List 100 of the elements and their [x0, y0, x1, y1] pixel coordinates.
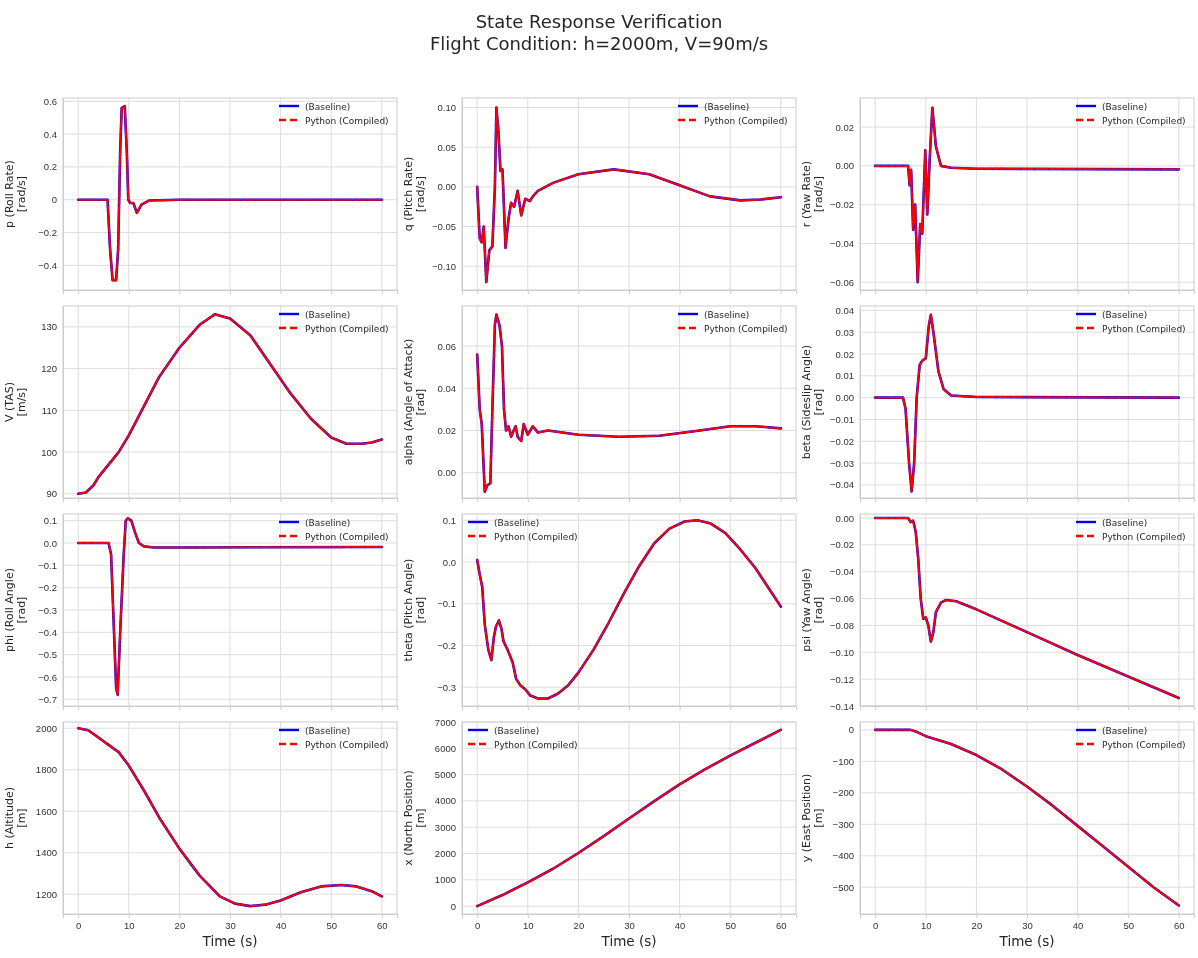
y-tick-label: 0: [450, 900, 456, 912]
y-axis-title: psi (Yaw Angle) [rad]: [800, 568, 825, 652]
chart-subtitle: Flight Condition: h=2000m, V=90m/s: [429, 33, 769, 54]
y-tick-label: −0.7: [38, 693, 57, 705]
y-tick-label: 1000: [434, 874, 456, 886]
legend-label: (Baseline): [1102, 101, 1148, 112]
legend-label: (Baseline): [704, 101, 750, 112]
y-tick-label: −0.04: [829, 479, 854, 491]
x-tick-label: 20: [573, 919, 585, 931]
legend-label: (Baseline): [494, 517, 540, 528]
y-tick-label: 0.6: [43, 95, 57, 107]
y-tick-label: 0.00: [437, 181, 456, 193]
y-tick-label: −0.02: [829, 539, 854, 551]
y-tick-label: 1400: [35, 847, 57, 859]
legend-label: Python (Compiled): [1102, 115, 1186, 126]
x-tick-label: 60: [1174, 919, 1185, 931]
x-tick-label: 40: [275, 919, 287, 931]
x-tick-label: 60: [776, 919, 787, 931]
y-tick-label: 2000: [434, 848, 456, 860]
x-tick-label: 20: [174, 919, 186, 931]
y-tick-label: −200: [832, 787, 854, 799]
x-axis-title: Time (s): [998, 933, 1055, 949]
y-tick-label: 0.03: [835, 326, 854, 338]
y-tick-label: 0.01: [835, 370, 854, 382]
legend-label: Python (Compiled): [305, 531, 389, 542]
x-tick-label: 30: [1022, 919, 1033, 931]
legend-label: (Baseline): [1102, 309, 1148, 320]
y-tick-label: 4000: [434, 795, 456, 807]
y-tick-label: 0.02: [437, 425, 456, 437]
y-tick-label: 0.04: [835, 304, 854, 316]
legend-label: Python (Compiled): [1102, 531, 1186, 542]
y-tick-label: −0.2: [38, 227, 57, 239]
y-tick-label: −100: [832, 755, 854, 767]
y-tick-label: −0.1: [437, 598, 456, 610]
y-tick-label: 0.00: [835, 160, 854, 172]
y-tick-label: −0.06: [829, 276, 854, 288]
legend-label: Python (Compiled): [704, 323, 788, 334]
legend-label: (Baseline): [494, 725, 540, 736]
x-axis-title: Time (s): [600, 933, 657, 949]
y-tick-label: −0.14: [829, 700, 854, 712]
y-tick-label: 130: [41, 321, 57, 333]
y-tick-label: 120: [41, 363, 57, 375]
y-axis-title: p (Roll Rate) [rad/s]: [3, 160, 28, 228]
y-tick-label: 0.10: [437, 102, 456, 114]
legend-label: Python (Compiled): [704, 115, 788, 126]
y-tick-label: −0.04: [829, 566, 854, 578]
x-tick-label: 10: [523, 919, 534, 931]
y-tick-label: −0.03: [829, 457, 854, 469]
y-tick-label: 0.2: [43, 161, 57, 173]
x-tick-label: 60: [377, 919, 388, 931]
y-tick-label: 6000: [434, 742, 456, 754]
y-tick-label: 90: [46, 488, 57, 500]
x-tick-label: 30: [624, 919, 635, 931]
y-tick-label: 0.0: [442, 556, 456, 568]
y-tick-label: 5000: [434, 769, 456, 781]
x-tick-label: 50: [1123, 919, 1134, 931]
legend-label: (Baseline): [305, 309, 351, 320]
y-tick-label: −300: [832, 818, 854, 830]
x-tick-label: 0: [475, 919, 481, 931]
y-tick-label: 0.00: [437, 467, 456, 479]
y-tick-label: −0.4: [38, 259, 57, 271]
legend-label: Python (Compiled): [305, 323, 389, 334]
x-tick-label: 40: [674, 919, 686, 931]
y-axis-title: q (Pitch Rate) [rad/s]: [402, 156, 427, 232]
x-tick-label: 0: [76, 919, 82, 931]
y-tick-label: 0.02: [835, 348, 854, 360]
x-tick-label: 30: [225, 919, 236, 931]
y-tick-label: −0.6: [38, 671, 57, 683]
y-tick-label: 7000: [434, 716, 456, 728]
x-tick-label: 40: [1072, 919, 1084, 931]
legend-label: Python (Compiled): [494, 531, 578, 542]
y-tick-label: 3000: [434, 821, 456, 833]
legend-label: (Baseline): [305, 101, 351, 112]
y-tick-label: 0.00: [835, 512, 854, 524]
legend-label: Python (Compiled): [305, 115, 389, 126]
x-tick-label: 20: [971, 919, 983, 931]
y-tick-label: −0.3: [437, 681, 456, 693]
y-tick-label: −0.4: [38, 626, 57, 638]
y-tick-label: 0.02: [835, 121, 854, 133]
y-tick-label: −0.5: [38, 649, 57, 661]
y-tick-label: −500: [832, 881, 854, 893]
y-tick-label: −0.08: [829, 619, 854, 631]
y-tick-label: −0.04: [829, 237, 854, 249]
y-tick-label: 0.05: [437, 141, 456, 153]
legend-label: Python (Compiled): [305, 739, 389, 750]
y-tick-label: 0.0: [43, 537, 57, 549]
x-tick-label: 50: [326, 919, 337, 931]
y-tick-label: 1800: [35, 764, 57, 776]
legend-label: (Baseline): [704, 309, 750, 320]
y-tick-label: −0.2: [38, 582, 57, 594]
y-tick-label: −0.10: [431, 260, 456, 272]
y-tick-label: −0.12: [829, 673, 854, 685]
y-tick-label: −0.1: [38, 559, 57, 571]
x-tick-label: 10: [124, 919, 135, 931]
y-axis-title: x (North Position) [m]: [402, 770, 427, 866]
y-tick-label: 0.1: [43, 515, 57, 527]
y-tick-label: 0: [848, 724, 854, 736]
x-tick-label: 0: [873, 919, 879, 931]
y-tick-label: 0.4: [43, 128, 57, 140]
y-tick-label: −0.02: [829, 435, 854, 447]
